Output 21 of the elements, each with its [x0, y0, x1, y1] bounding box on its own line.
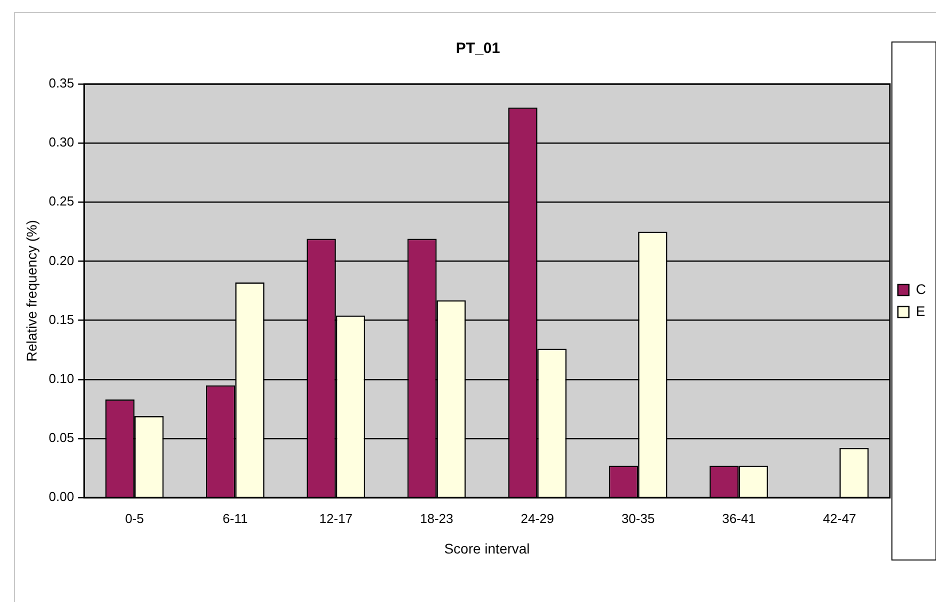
- y-tick-label: 0.00: [48, 489, 74, 504]
- y-tick-label: 0.30: [48, 134, 74, 150]
- y-tick-label: 0.10: [48, 371, 74, 386]
- x-tick-label: 24-29: [520, 510, 554, 526]
- x-axis-title: Score interval: [444, 540, 530, 556]
- x-tick-label: 30-35: [621, 510, 655, 526]
- y-tick-label: 0.20: [48, 252, 74, 268]
- y-tick-label: 0.05: [48, 430, 74, 446]
- legend-label: C: [916, 280, 926, 297]
- y-tick-label: 0.25: [48, 194, 74, 209]
- x-tick-label: 12-17: [319, 510, 353, 526]
- x-tick-label: 0-5: [125, 510, 144, 526]
- y-axis-title: Relative frequency (%): [23, 220, 40, 362]
- x-tick-label: 18-23: [420, 510, 454, 526]
- x-tick-label: 42-47: [822, 510, 856, 526]
- chart-title: PT_01: [456, 40, 500, 58]
- x-tick-label: 36-41: [722, 510, 756, 526]
- legend-label: E: [916, 302, 926, 319]
- y-tick-label: 0.35: [48, 76, 74, 91]
- x-tick-label: 6-11: [222, 510, 248, 526]
- y-tick-label: 0.15: [48, 312, 74, 327]
